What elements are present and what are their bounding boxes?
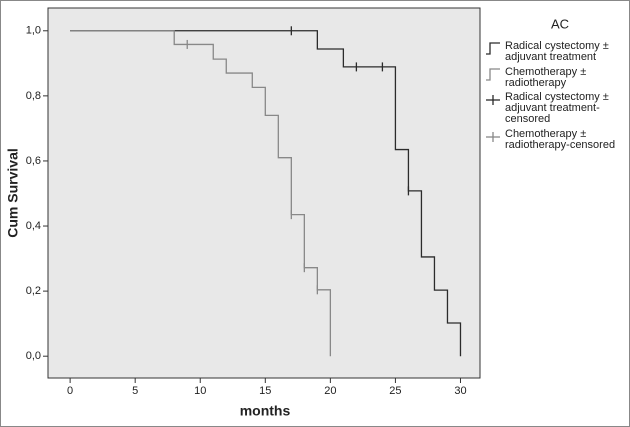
y-axis-label: Cum Survival [5,148,21,237]
legend-title: AC [551,16,569,31]
legend-swatch [486,68,500,81]
y-tick-label: 0,4 [26,220,41,232]
survival-curve [70,30,332,357]
legend-swatch [486,42,500,55]
plot-area [47,7,481,379]
legend-entry: Radical cystectomy ± adjuvant treatment [505,40,609,63]
legend-entry: Radical cystectomy ± adjuvant treatment-… [505,91,609,125]
x-tick-label: 10 [194,385,206,397]
x-tick-label: 30 [454,385,466,397]
y-tick-label: 0,2 [26,285,41,297]
y-tick-label: 1,0 [26,25,41,37]
x-tick-label: 5 [132,385,138,397]
y-tick-label: 0,6 [26,155,41,167]
x-tick-label: 15 [259,385,271,397]
legend-entry: Chemotherapy ± radiotherapy [505,66,587,89]
y-tick-label: 0,8 [26,90,41,102]
x-tick-label: 0 [67,385,73,397]
x-tick-label: 20 [324,385,336,397]
x-axis-label: months [240,403,291,419]
y-tick-label: 0,0 [26,350,41,362]
legend-entry: Chemotherapy ± radiotherapy-censored [505,128,616,151]
x-tick-label: 25 [389,385,401,397]
